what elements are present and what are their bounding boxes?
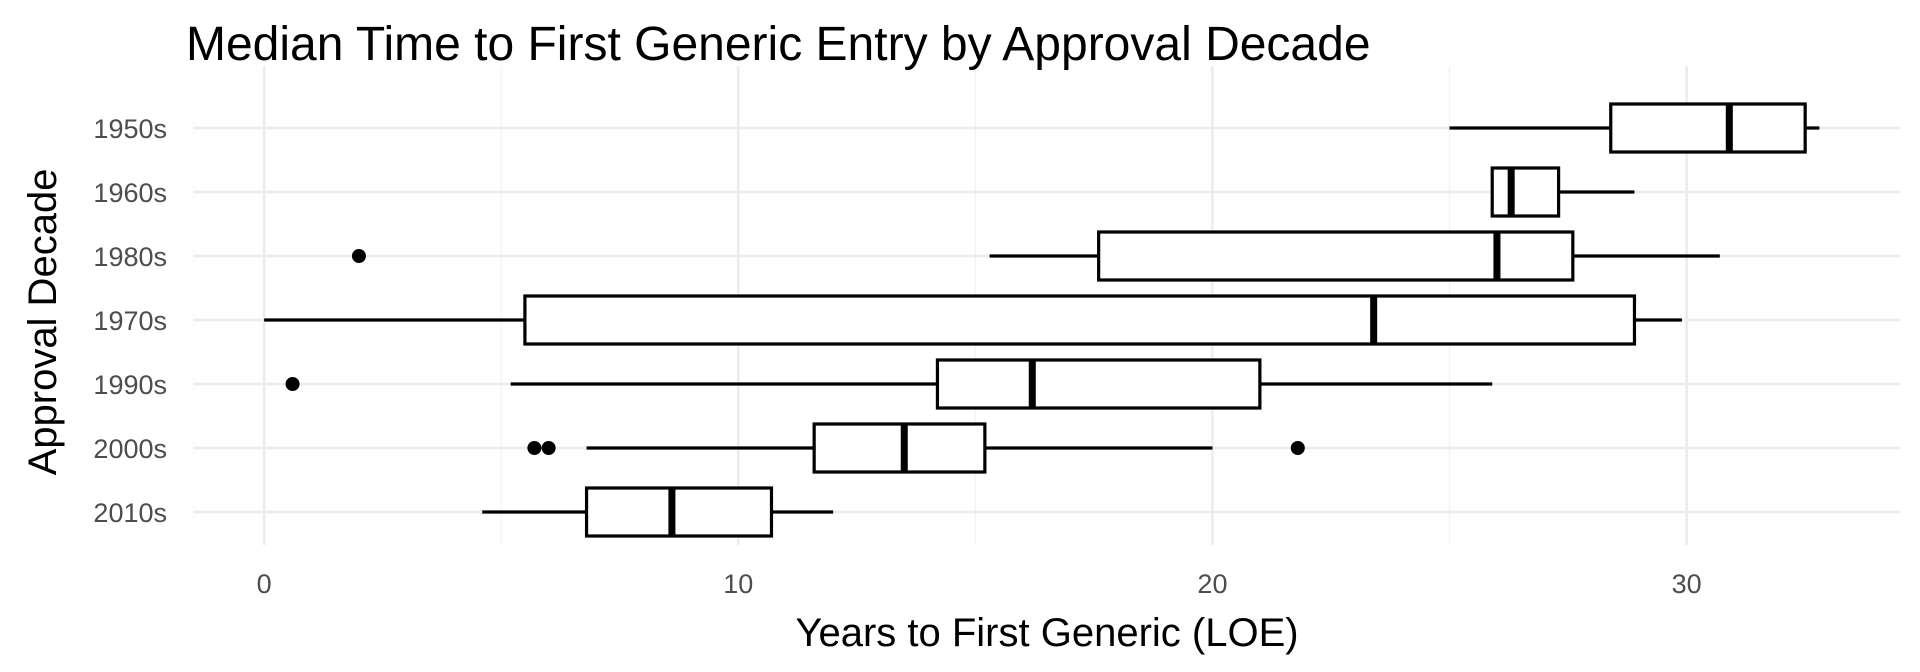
box-1980s (351, 230, 1720, 282)
box-iqr (523, 294, 1637, 346)
outlier-point (1290, 441, 1305, 455)
y-tick-label: 1990s (93, 370, 167, 400)
chart-title: Median Time to First Generic Entry by Ap… (186, 18, 1371, 71)
x-tick-label: 20 (1197, 569, 1227, 599)
box-iqr (935, 358, 1262, 410)
outlier-point (285, 377, 300, 391)
y-tick-label: 1970s (93, 306, 167, 336)
y-tick-label: 1980s (93, 242, 167, 272)
x-tick-label: 30 (1672, 569, 1702, 599)
tick-layer: 0 10 20 30 1950s 1960s 1980s 1970s 1990s 2000s 201… (93, 114, 1701, 599)
outlier-point (541, 441, 556, 455)
y-tick-label: 2000s (93, 434, 167, 464)
box-2000s (527, 422, 1305, 474)
x-axis-title: Years to First Generic (LOE) (795, 611, 1298, 655)
outlier-point (351, 249, 366, 263)
x-tick-label: 0 (257, 569, 272, 599)
box-iqr (1609, 102, 1807, 154)
y-tick-label: 1960s (93, 178, 167, 208)
box-layer (264, 102, 1820, 538)
box-iqr (1490, 166, 1561, 218)
y-axis-title: Approval Decade (21, 169, 65, 476)
box-1990s (285, 358, 1493, 410)
outlier-point (527, 441, 542, 455)
x-tick-label: 10 (723, 569, 753, 599)
box-1970s (264, 294, 1682, 346)
box-iqr (1097, 230, 1575, 282)
box-1960s (1490, 166, 1635, 218)
box-2010s (482, 486, 834, 538)
box-1950s (1449, 102, 1820, 154)
y-tick-label: 1950s (93, 114, 167, 144)
box-iqr (584, 486, 774, 538)
y-tick-label: 2010s (93, 498, 167, 528)
box-iqr (812, 422, 987, 474)
